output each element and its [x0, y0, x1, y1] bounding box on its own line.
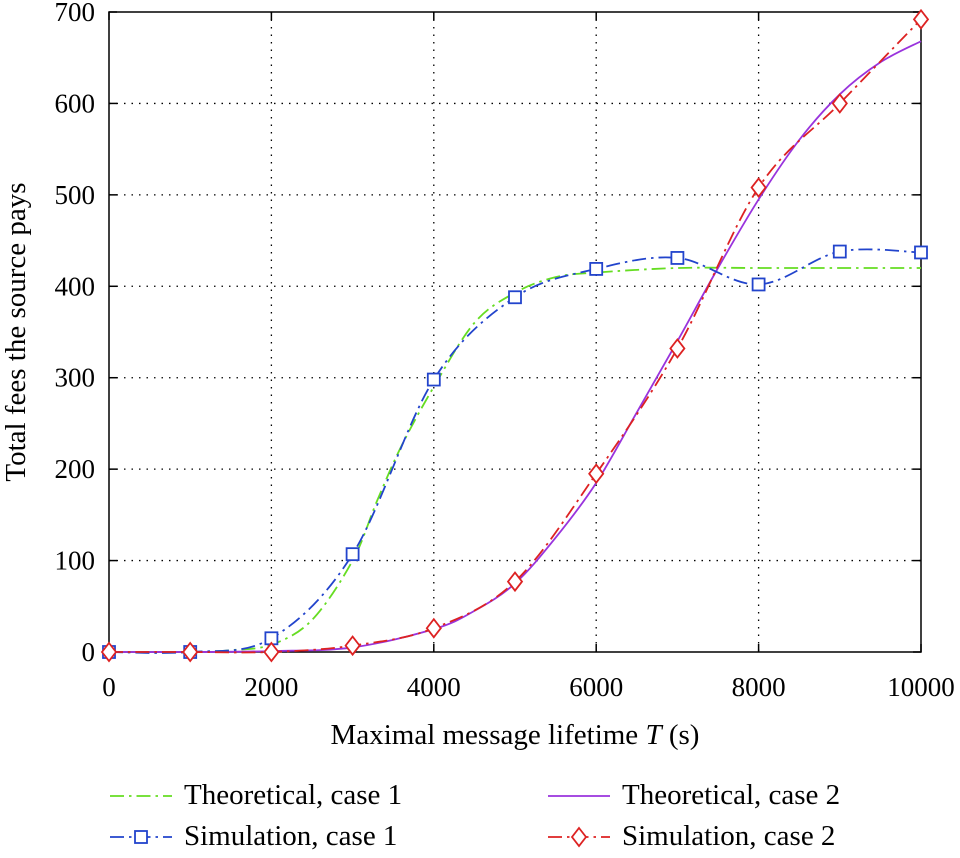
y-tick-label: 600 [55, 88, 96, 118]
series-line [108, 266, 921, 654]
legend-entry: Simulation, case 1 [110, 820, 397, 852]
y-tick-label: 0 [82, 637, 96, 667]
series-point [670, 251, 685, 265]
series-point [669, 337, 686, 359]
series-point [263, 641, 280, 663]
series-4 [100, 8, 930, 663]
x-tick-label: 4000 [407, 672, 461, 702]
series-point [750, 177, 767, 199]
x-tick-label: 10000 [887, 672, 955, 702]
tick-marks [108, 11, 922, 653]
series-point [508, 290, 522, 305]
series-point [589, 262, 604, 276]
series-point [426, 372, 441, 387]
series-point [914, 245, 928, 260]
legend-label: Theoretical, case 2 [622, 779, 840, 811]
series-point [831, 92, 848, 114]
series-point [832, 244, 847, 259]
legend-marker [134, 830, 148, 844]
x-tick-labels: 0 2000 4000 6000 8000 10000 [102, 672, 955, 702]
legend: Theoretical, case 1 Theoretical, case 2 Si… [110, 779, 840, 852]
series-3 [102, 244, 928, 659]
series-point [751, 277, 766, 292]
series-point [506, 571, 524, 593]
legend-entry: Theoretical, case 1 [110, 779, 402, 811]
y-tick-label: 700 [55, 0, 96, 27]
y-tick-label: 500 [55, 180, 96, 210]
y-tick-label: 300 [55, 363, 96, 393]
y-tick-label: 100 [55, 546, 96, 576]
x-tick-label: 8000 [732, 672, 786, 702]
series-layer [100, 8, 930, 663]
legend-label: Theoretical, case 1 [184, 779, 402, 811]
x-axis-label: Maximal message lifetime T (s) [331, 719, 700, 751]
series-point [182, 641, 199, 663]
y-tick-labels: 0 100 200 300 400 500 600 700 [55, 0, 96, 667]
plot-frame [108, 11, 922, 653]
legend-entry: Theoretical, case 2 [548, 779, 840, 811]
y-tick-label: 200 [55, 454, 96, 484]
x-tick-label: 6000 [569, 672, 623, 702]
series-point [425, 617, 442, 639]
series-point [912, 8, 930, 30]
legend-label: Simulation, case 2 [622, 820, 835, 852]
x-axis-label-prefix: Maximal message lifetime [331, 719, 646, 751]
legend-entry: Simulation, case 2 [548, 820, 835, 852]
series-line [108, 248, 922, 654]
y-tick-label: 400 [55, 271, 96, 301]
x-tick-label: 2000 [244, 672, 298, 702]
x-tick-label: 0 [102, 672, 116, 702]
x-axis-label-suffix: (s) [662, 719, 700, 751]
legend-marker [570, 826, 588, 848]
series-line [109, 18, 922, 654]
grid [109, 12, 921, 652]
y-axis-label: Total fees the source pays [0, 182, 32, 481]
x-axis-label-variable: T [645, 719, 663, 751]
legend-label: Simulation, case 1 [184, 820, 397, 852]
series-point [588, 463, 605, 485]
series-1 [108, 266, 921, 654]
series-point [100, 641, 118, 663]
series-point [345, 547, 360, 562]
series-point [344, 635, 361, 657]
